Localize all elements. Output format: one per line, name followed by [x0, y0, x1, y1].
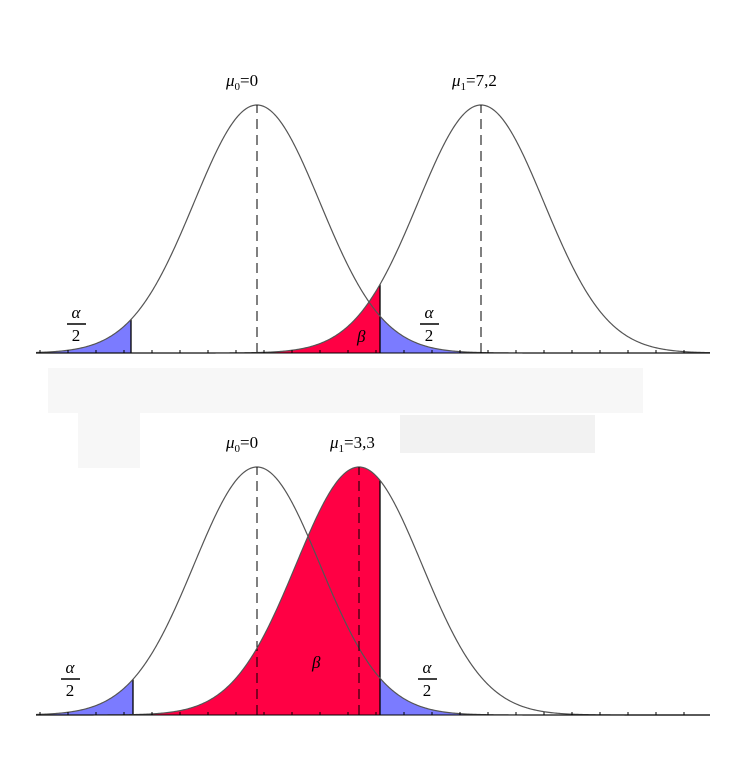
- mu1-label: μ1=7,2: [451, 71, 497, 93]
- beta-area: [36, 467, 380, 715]
- beta-label: β: [311, 653, 321, 672]
- alpha-area: [36, 679, 133, 715]
- alpha-den: 2: [72, 326, 81, 345]
- alpha-num: α: [66, 658, 76, 677]
- beta-area: [36, 284, 380, 353]
- mu0-label: μ0=0: [225, 71, 258, 93]
- alpha-den: 2: [423, 681, 432, 700]
- blur-strip: [48, 368, 643, 413]
- mu1-label: μ1=3,3: [329, 433, 375, 455]
- alpha-num: α: [425, 303, 435, 322]
- alpha-area: [36, 319, 131, 353]
- alpha-num: α: [72, 303, 82, 322]
- plots: [35, 104, 711, 716]
- alpha-num: α: [423, 658, 433, 677]
- mu0-label: μ0=0: [225, 433, 258, 455]
- alpha-den: 2: [66, 681, 75, 700]
- blur-strip: [78, 413, 140, 468]
- alpha-area: [380, 678, 710, 715]
- blur-strip: [400, 415, 595, 453]
- beta-label: β: [356, 327, 366, 346]
- alpha-area: [380, 316, 710, 353]
- alpha-den: 2: [425, 326, 434, 345]
